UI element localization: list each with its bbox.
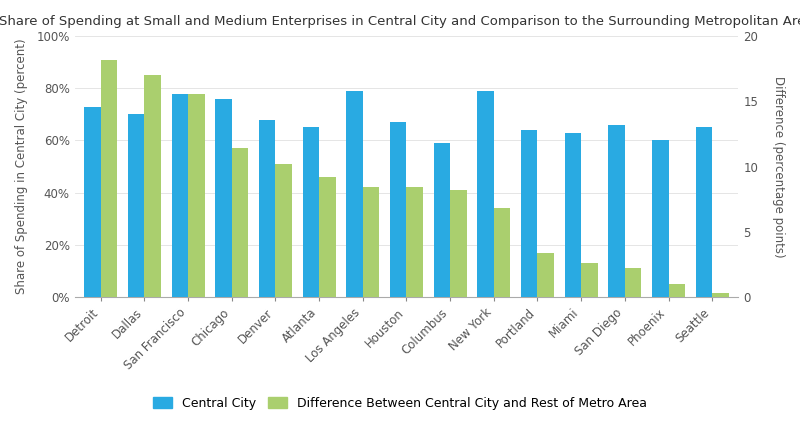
Bar	[390, 122, 406, 297]
Bar	[521, 130, 538, 297]
Bar	[608, 125, 625, 297]
Bar	[259, 120, 275, 297]
Y-axis label: Share of Spending in Central City (percent): Share of Spending in Central City (perce…	[15, 39, 28, 294]
Bar	[215, 99, 232, 297]
Bar	[695, 128, 712, 297]
Bar	[450, 190, 466, 297]
Bar	[652, 141, 669, 297]
Legend: Central City, Difference Between Central City and Rest of Metro Area: Central City, Difference Between Central…	[148, 392, 652, 415]
Y-axis label: Difference (percentage points): Difference (percentage points)	[772, 76, 785, 257]
Bar	[625, 268, 642, 297]
Bar	[494, 208, 510, 297]
Bar	[538, 253, 554, 297]
Bar	[669, 284, 685, 297]
Bar	[188, 93, 205, 297]
Bar	[581, 263, 598, 297]
Bar	[145, 75, 161, 297]
Bar	[478, 91, 494, 297]
Bar	[712, 293, 729, 297]
Bar	[434, 143, 450, 297]
Bar	[363, 187, 379, 297]
Bar	[128, 115, 145, 297]
Bar	[84, 107, 101, 297]
Bar	[232, 148, 248, 297]
Bar	[319, 177, 336, 297]
Bar	[101, 60, 118, 297]
Bar	[275, 164, 292, 297]
Bar	[171, 93, 188, 297]
Bar	[406, 187, 423, 297]
Bar	[302, 128, 319, 297]
Bar	[346, 91, 363, 297]
Title: Share of Spending at Small and Medium Enterprises in Central City and Comparison: Share of Spending at Small and Medium En…	[0, 15, 800, 28]
Bar	[565, 133, 581, 297]
